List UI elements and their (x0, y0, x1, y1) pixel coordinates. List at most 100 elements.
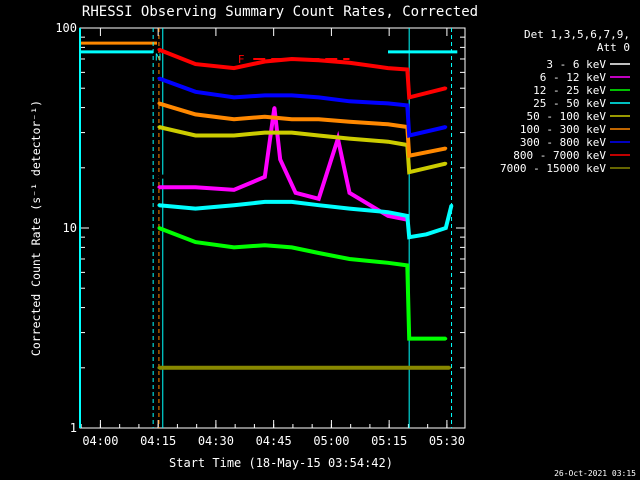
x-tick-label: 05:00 (313, 434, 349, 448)
legend-header-attenuator: Att 0 (597, 41, 630, 54)
series-point (386, 140, 390, 144)
series-point (348, 366, 351, 370)
legend-entry-label: 6 - 12 keV (540, 71, 607, 84)
series-point (263, 131, 267, 135)
series-point (405, 263, 409, 267)
series-point (444, 125, 448, 129)
x-tick-label: 04:15 (140, 434, 176, 448)
series-point (450, 203, 454, 207)
y-tick-label: 100 (55, 21, 77, 35)
y-tick-label: 10 (63, 221, 77, 235)
series-point (263, 243, 267, 247)
series-point (263, 200, 267, 204)
series-point (157, 101, 161, 105)
legend-entry-label: 800 - 7000 keV (513, 149, 606, 162)
series-point (232, 203, 236, 207)
series-point (290, 117, 294, 121)
series-point (407, 154, 411, 158)
series-point (263, 175, 267, 179)
saa-flag-label: N (155, 53, 161, 64)
series-point (271, 366, 274, 370)
series-point (348, 203, 351, 207)
series-point (290, 200, 294, 204)
series-point (405, 214, 409, 218)
series-point (407, 95, 411, 99)
series-point (278, 158, 282, 162)
chart-title: RHESSI Observing Summary Count Rates, Co… (82, 4, 478, 20)
x-tick-label: 04:45 (256, 434, 292, 448)
x-tick-label: 05:15 (371, 434, 407, 448)
timestamp-footer: 26-Oct-2021 03:15 (554, 469, 636, 478)
series-point (386, 261, 390, 265)
series-point (444, 162, 448, 166)
legend-entry-label: 7000 - 15000 keV (500, 162, 606, 175)
series-point (272, 106, 276, 110)
series-point (425, 366, 428, 370)
legend-entry-label: 12 - 25 keV (533, 84, 606, 97)
series-point (317, 203, 321, 207)
series-point (157, 226, 161, 230)
series-point (317, 95, 321, 99)
series-line (158, 107, 408, 222)
legend-entry-label: 3 - 6 keV (546, 58, 606, 71)
y-tick-label: 1 (70, 421, 77, 435)
series-point (232, 175, 236, 179)
flare-flag-label: F (238, 53, 245, 66)
series-point (348, 257, 351, 261)
series-point (194, 112, 197, 116)
series-point (194, 173, 197, 177)
series-point (157, 76, 161, 80)
series-point (348, 191, 351, 195)
y-axis-label: Corrected Count Rate (s⁻¹ detector⁻¹) (29, 100, 43, 356)
series-point (405, 103, 409, 107)
series-point (386, 66, 390, 70)
series-point (232, 188, 236, 192)
series-point (317, 117, 321, 121)
series-point (348, 137, 351, 141)
series-point (407, 134, 411, 138)
series-point (263, 93, 267, 97)
legend-entry-label: 50 - 100 keV (527, 110, 607, 123)
series-point (157, 48, 161, 52)
series-point (317, 197, 321, 201)
series-point (425, 232, 428, 236)
x-tick-label: 04:30 (198, 434, 234, 448)
series-point (386, 214, 390, 218)
series-point (194, 185, 197, 189)
series-point (386, 122, 390, 126)
x-tick-label: 04:00 (82, 434, 118, 448)
series-point (290, 245, 294, 249)
series-point (348, 99, 351, 103)
legend-entry-label: 100 - 300 keV (520, 123, 606, 136)
series-point (407, 235, 411, 239)
series-point (232, 134, 236, 138)
series-point (194, 207, 197, 211)
series-point (194, 134, 197, 138)
series-point (290, 57, 294, 61)
series-point (263, 115, 267, 119)
series-point (386, 210, 390, 214)
series-point (232, 366, 236, 370)
series-point (194, 90, 197, 94)
plot-area: 1 10 100 04:00 04:15 04:30 04:45 05:00 05:15 05:3… (55, 21, 466, 448)
series-point (194, 62, 197, 66)
series-point (444, 86, 448, 90)
series-point (290, 131, 294, 135)
legend-entry-label: 25 - 50 keV (533, 97, 606, 110)
series-point (444, 226, 448, 230)
series-point (407, 170, 411, 174)
series-point (157, 185, 161, 189)
legend-header-detectors: Det 1,3,5,6,7,9, (524, 28, 630, 41)
series-point (348, 207, 351, 211)
series-point (407, 337, 411, 341)
series-point (290, 93, 294, 97)
series-point (232, 117, 236, 121)
legend-entry-label: 300 - 800 keV (520, 136, 606, 149)
series-point (232, 245, 236, 249)
x-tick-label: 05:30 (429, 434, 465, 448)
series-point (194, 366, 197, 370)
series-point (444, 337, 448, 341)
